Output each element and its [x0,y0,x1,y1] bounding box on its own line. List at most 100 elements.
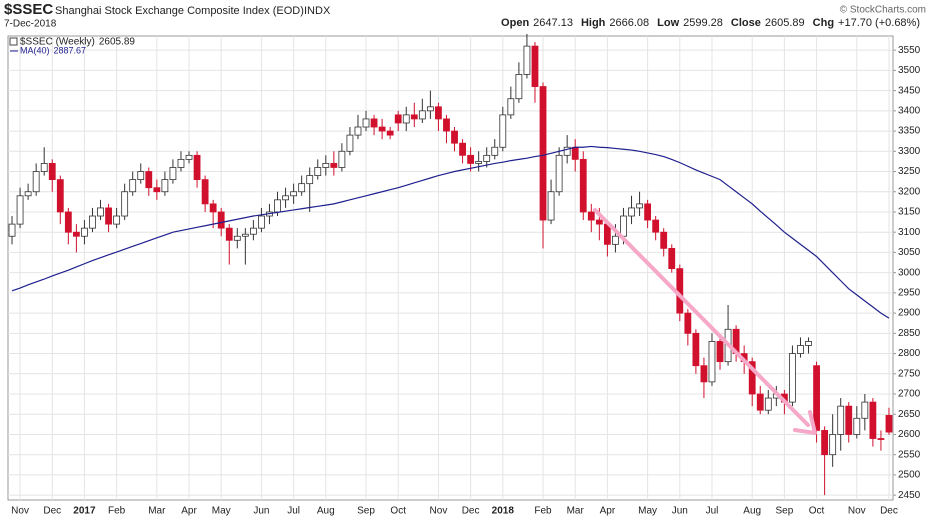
candle-body [845,405,853,435]
y-tick-label: 3200 [898,186,921,197]
x-tick-label: Nov [848,506,866,517]
candle-body [81,227,88,237]
candle-body [64,211,72,233]
candle-body [105,207,112,225]
candle-body [628,207,635,217]
candle-body [129,179,137,193]
candle-body [121,191,129,217]
candle-body [885,414,893,433]
exchange: INDX [304,5,331,17]
candle-body [161,179,169,193]
candle-body [579,158,587,213]
candle-body [821,430,829,456]
candle-body [233,235,241,241]
candle-body [547,191,555,221]
y-tick-label: 3000 [898,267,921,278]
quote-value: 2647.13 [533,17,573,29]
candle-body [652,219,660,233]
x-tick-label: Nov [11,506,29,517]
x-tick-label: Sep [357,506,375,517]
x-tick-label: Apr [181,506,197,517]
date: 7-Dec-2018 [4,19,57,30]
candle-body [716,341,724,363]
x-tick-label: Feb [534,506,552,517]
y-tick-label: 2850 [898,328,921,339]
candle-body [169,167,177,181]
x-tick-label: 2017 [73,506,96,517]
candle-body [813,365,820,431]
y-tick-label: 3500 [898,65,921,76]
legend-entry: $SSEC (Weekly) [20,37,95,48]
y-tick-label: 3300 [898,146,921,157]
candle-body [314,167,322,176]
candle-body [145,171,153,189]
candle-body [861,401,869,419]
candle-body [764,397,772,411]
candle-body [394,114,402,124]
y-tick-label: 2450 [898,490,921,501]
candle-body [217,211,225,229]
candle-body [209,203,217,213]
credit: © StockCharts.com [840,5,926,16]
chart-title: $SSEC [4,1,53,18]
x-tick-label: Apr [600,506,616,517]
y-tick-label: 3400 [898,105,921,116]
candle-body [24,191,32,197]
x-tick-label: Aug [317,506,335,517]
legend-value: 2887.67 [54,45,87,55]
candle-body [8,223,16,237]
y-tick-label: 3450 [898,85,921,96]
x-tick-label: Aug [743,506,761,517]
x-tick-label: May [638,506,657,517]
x-tick-label: Jun [253,506,269,517]
x-tick-label: Oct [390,506,406,517]
x-tick-label: Dec [880,506,898,517]
legend-value: 2605.89 [99,37,136,48]
candle-body [539,86,547,221]
candle-body [587,211,595,221]
x-tick-label: May [212,506,231,517]
candle-body [692,332,700,367]
trend-arrow [593,208,810,427]
x-tick-label: Nov [430,506,448,517]
candle-body [636,203,643,209]
candle-body [467,154,475,164]
y-tick-label: 3550 [898,45,921,56]
y-tick-label: 2750 [898,368,921,379]
candle-body [523,45,531,75]
candle-body [459,142,466,156]
candle-body [177,158,185,168]
candle-body [708,341,716,383]
plot-frame [7,35,894,501]
x-tick-label: Sep [775,506,793,517]
candle-body [797,345,804,354]
candle-body [290,191,298,197]
x-tick-label: Dec [43,506,61,517]
candle-body [563,146,571,156]
candle-body [249,227,257,235]
candle-body [668,247,676,270]
candle-body [274,199,281,213]
x-tick-label: Mar [567,506,585,517]
candle-body [32,171,40,193]
candle-body [426,106,434,112]
candle-body [137,171,145,181]
candle-body [555,154,563,193]
candle-body [185,154,193,160]
candle-body [282,195,289,201]
candle-body [72,231,80,237]
x-tick-label: Jun [672,506,688,517]
y-tick-label: 2650 [898,409,921,420]
candle-body [499,114,507,148]
quote-value: 2599.28 [683,17,723,29]
quote-label: Chg [813,17,834,29]
quote-value: 2666.08 [609,17,649,29]
quote-label: Low [657,17,679,29]
candle-body [362,118,370,128]
y-tick-label: 2900 [898,308,921,319]
quote: Open 2647.13 High 2666.08 Low 2599.28 Close 260… [501,17,920,29]
x-tick-label: Oct [809,506,825,517]
candle-body [193,154,201,181]
candle-body [346,134,354,152]
